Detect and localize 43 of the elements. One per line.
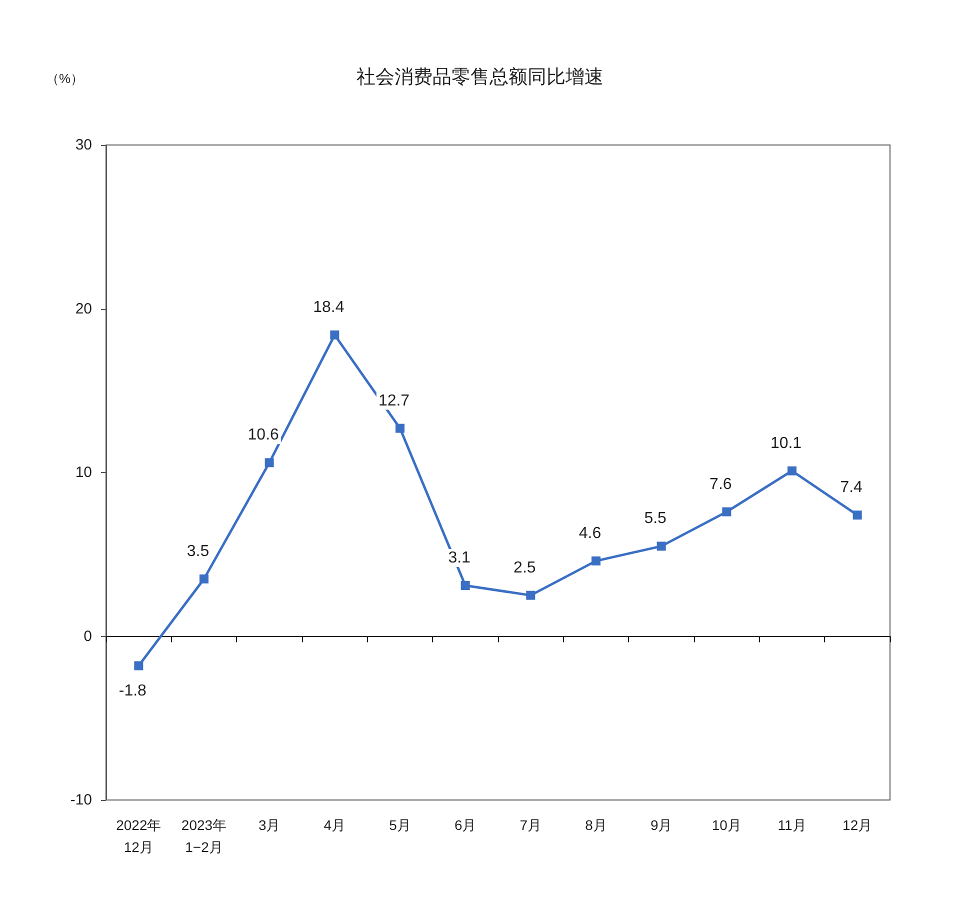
y-tick-label: 30	[75, 136, 92, 154]
x-tick-label: 6月	[454, 817, 476, 833]
data-label: 7.4	[840, 479, 863, 496]
x-tick-label: 2022年 12月	[116, 817, 162, 855]
point	[396, 424, 404, 433]
point	[330, 330, 340, 340]
chart-title: 社会消费品零售总额同比增速	[356, 66, 604, 88]
x-tick-label: 12月	[842, 817, 872, 833]
data-label: 4.6	[578, 524, 602, 542]
x-tick-label: 4月	[324, 817, 346, 833]
data-label: 10.1	[770, 434, 802, 452]
data-label: 12.7	[378, 392, 410, 410]
data-label: 18.4	[313, 298, 344, 316]
data-label: 5.5	[644, 510, 667, 528]
y-tick-label: 10	[75, 464, 92, 481]
point	[592, 556, 600, 566]
point	[526, 590, 536, 600]
point	[656, 542, 666, 551]
point	[200, 574, 208, 584]
x-tick-label: 3月	[258, 817, 280, 833]
point	[722, 507, 732, 516]
point	[852, 510, 862, 520]
point	[264, 458, 274, 468]
y-tick-label: -10	[70, 792, 92, 808]
point	[134, 661, 144, 670]
point	[460, 580, 470, 590]
y-tick-label: 20	[75, 300, 92, 318]
data-label: 10.6	[248, 426, 280, 444]
x-tick-label: 10月	[712, 817, 742, 833]
data-label: -1.8	[118, 682, 147, 700]
data-label: 7.6	[710, 476, 732, 493]
data-label: 2.5	[514, 559, 536, 576]
x-tick-label: 7月	[520, 817, 542, 833]
y-tick-label: 0	[84, 628, 92, 645]
x-tick-label: 8月	[585, 817, 607, 833]
x-tick-label: 2023年 1−2月	[181, 817, 227, 855]
data-label: 3.1	[448, 549, 471, 566]
point	[788, 466, 796, 476]
x-tick-label: 9月	[650, 817, 672, 833]
data-label: 3.5	[186, 542, 210, 560]
x-tick-label: 5月	[389, 817, 411, 833]
x-tick-label: 11月	[778, 817, 806, 833]
y-axis-title: （%）	[46, 71, 84, 86]
